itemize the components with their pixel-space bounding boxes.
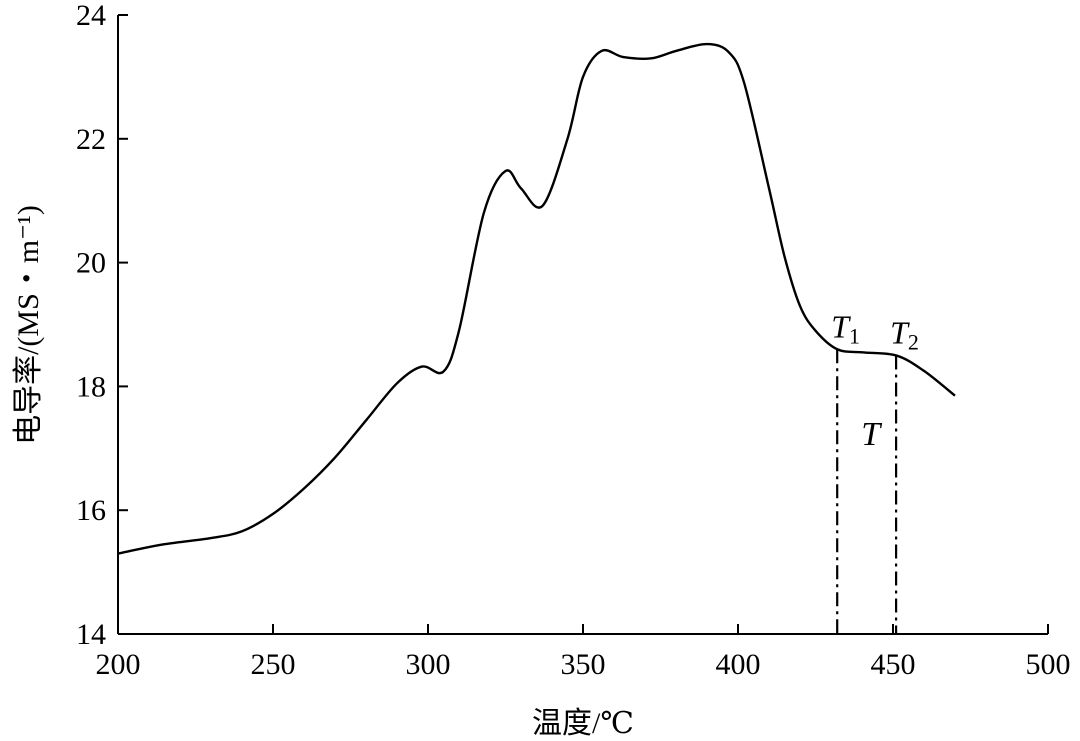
y-tick-label: 22 <box>76 123 106 156</box>
x-tick-label: 300 <box>406 648 451 681</box>
x-tick-label: 250 <box>251 648 296 681</box>
annotations: T1 T2 T <box>831 308 919 634</box>
y-tick-label: 20 <box>76 247 106 280</box>
y-tick-label: 24 <box>76 0 106 32</box>
x-tick-label: 350 <box>561 648 606 681</box>
x-tick-label: 500 <box>1026 648 1071 681</box>
y-axis-label: 电导率/(MS・m⁻¹) <box>12 205 45 445</box>
x-tick-label: 200 <box>96 648 141 681</box>
conductivity-curve <box>117 42 956 555</box>
marker-label-T2: T2 <box>890 314 919 354</box>
axes <box>117 15 1048 635</box>
interval-label-T: T <box>861 416 882 453</box>
x-tick-label: 400 <box>716 648 761 681</box>
y-tick-label: 14 <box>76 618 106 651</box>
y-tick-label: 16 <box>76 494 106 527</box>
x-tick-label: 450 <box>871 648 916 681</box>
ticks: 200 250 300 350 400 450 500 14 16 18 20 22 24 <box>76 0 1071 681</box>
marker-label-T1: T1 <box>831 308 860 348</box>
y-tick-label: 18 <box>76 370 106 403</box>
x-axis-label: 温度/℃ <box>532 707 634 740</box>
